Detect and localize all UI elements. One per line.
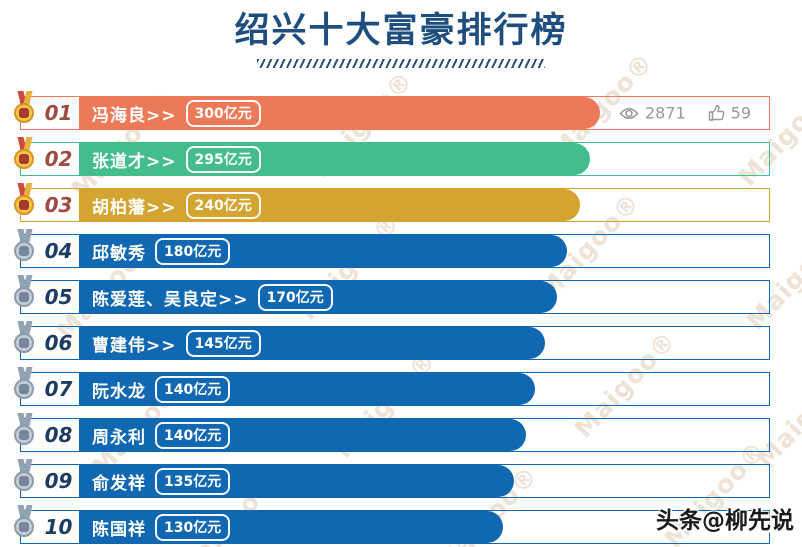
rich-person-name-link[interactable]: 冯海良>>: [92, 105, 177, 126]
rich-person-name-link[interactable]: 曹建伟>>: [92, 335, 177, 356]
rank-number: 06: [44, 331, 73, 355]
value-bar: 俞发祥 135亿元: [79, 465, 514, 497]
medal-icon: [11, 459, 39, 495]
wealth-value-badge: 140亿元: [155, 375, 231, 403]
views-eye-icon: [619, 107, 639, 119]
medal-icon: [11, 367, 39, 403]
page-title: 绍兴十大富豪排行榜: [234, 11, 568, 51]
wealth-value-badge: 135亿元: [155, 467, 231, 495]
rich-person-name-link[interactable]: 邱敏秀: [92, 243, 146, 264]
medal-icon: [11, 137, 39, 173]
wealth-value-badge: 140亿元: [155, 421, 231, 449]
wealth-value-badge: 300亿元: [185, 99, 261, 127]
value-bar: 胡柏藩>> 240亿元: [79, 189, 580, 221]
rich-person-name-link[interactable]: 阮水龙: [92, 381, 146, 402]
value-bar: 冯海良>> 300亿元: [79, 97, 600, 129]
value-bar: 阮水龙 140亿元: [79, 373, 535, 405]
views-count: 2871: [644, 103, 686, 123]
medal-icon: [11, 505, 39, 541]
rich-person-name-link[interactable]: 俞发祥: [92, 473, 146, 494]
wealth-value-badge: 145亿元: [185, 329, 261, 357]
rank-row: 07 阮水龙 140亿元: [14, 367, 770, 406]
value-bar: 邱敏秀 180亿元: [79, 235, 567, 267]
rank-row: 05 陈爱莲、吴良定>> 170亿元: [14, 275, 770, 314]
thumbs-up-icon[interactable]: [708, 104, 725, 122]
value-bar: 曹建伟>> 145亿元: [79, 327, 545, 359]
header: 绍兴十大富豪排行榜: [0, 0, 802, 68]
ranking-list: 01 冯海良>> 300亿元 2871 59 02 张道才>> 295亿元: [14, 91, 770, 547]
value-bar: 张道才>> 295亿元: [79, 143, 590, 175]
rank-row: 09 俞发祥 135亿元: [14, 459, 770, 498]
rank-number: 03: [44, 193, 73, 217]
likes-count[interactable]: 59: [730, 103, 751, 123]
rank-number: 01: [44, 101, 73, 125]
rich-person-name-link[interactable]: 陈爱莲、吴良定>>: [92, 289, 249, 310]
wealth-value-badge: 130亿元: [155, 513, 231, 541]
rank-row: 04 邱敏秀 180亿元: [14, 229, 770, 268]
wealth-value-badge: 170亿元: [257, 283, 333, 311]
rich-person-name-link[interactable]: 周永利: [92, 427, 146, 448]
rank-row: 10 陈国祥 130亿元: [14, 505, 770, 544]
rank-row: 02 张道才>> 295亿元: [14, 137, 770, 176]
value-bar: 陈国祥 130亿元: [79, 511, 503, 543]
rich-person-name-link[interactable]: 陈国祥: [92, 519, 146, 540]
medal-icon: [11, 229, 39, 265]
medal-icon: [11, 413, 39, 449]
value-bar: 陈爱莲、吴良定>> 170亿元: [79, 281, 557, 313]
rank-row: 01 冯海良>> 300亿元 2871 59: [14, 91, 770, 130]
rank-row: 06 曹建伟>> 145亿元: [14, 321, 770, 360]
rank-row: 08 周永利 140亿元: [14, 413, 770, 452]
rank-number: 09: [44, 469, 73, 493]
rank-number: 05: [44, 285, 73, 309]
rank-number: 08: [44, 423, 73, 447]
rich-person-name-link[interactable]: 胡柏藩>>: [92, 197, 177, 218]
row-stats: 2871 59: [619, 104, 751, 123]
rank-number: 02: [44, 147, 73, 171]
rank-number: 10: [44, 515, 73, 539]
rich-person-name-link[interactable]: 张道才>>: [92, 151, 177, 172]
medal-icon: [11, 183, 39, 219]
medal-icon: [11, 321, 39, 357]
title-divider: [257, 59, 545, 68]
wealth-value-badge: 240亿元: [185, 191, 261, 219]
wealth-value-badge: 180亿元: [155, 237, 231, 265]
medal-icon: [11, 91, 39, 127]
rank-number: 04: [44, 239, 73, 263]
attribution-credit: 头条@柳先说: [656, 508, 794, 534]
wealth-value-badge: 295亿元: [185, 145, 261, 173]
value-bar: 周永利 140亿元: [79, 419, 526, 451]
rank-row: 03 胡柏藩>> 240亿元: [14, 183, 770, 222]
rank-number: 07: [44, 377, 73, 401]
medal-icon: [11, 275, 39, 311]
